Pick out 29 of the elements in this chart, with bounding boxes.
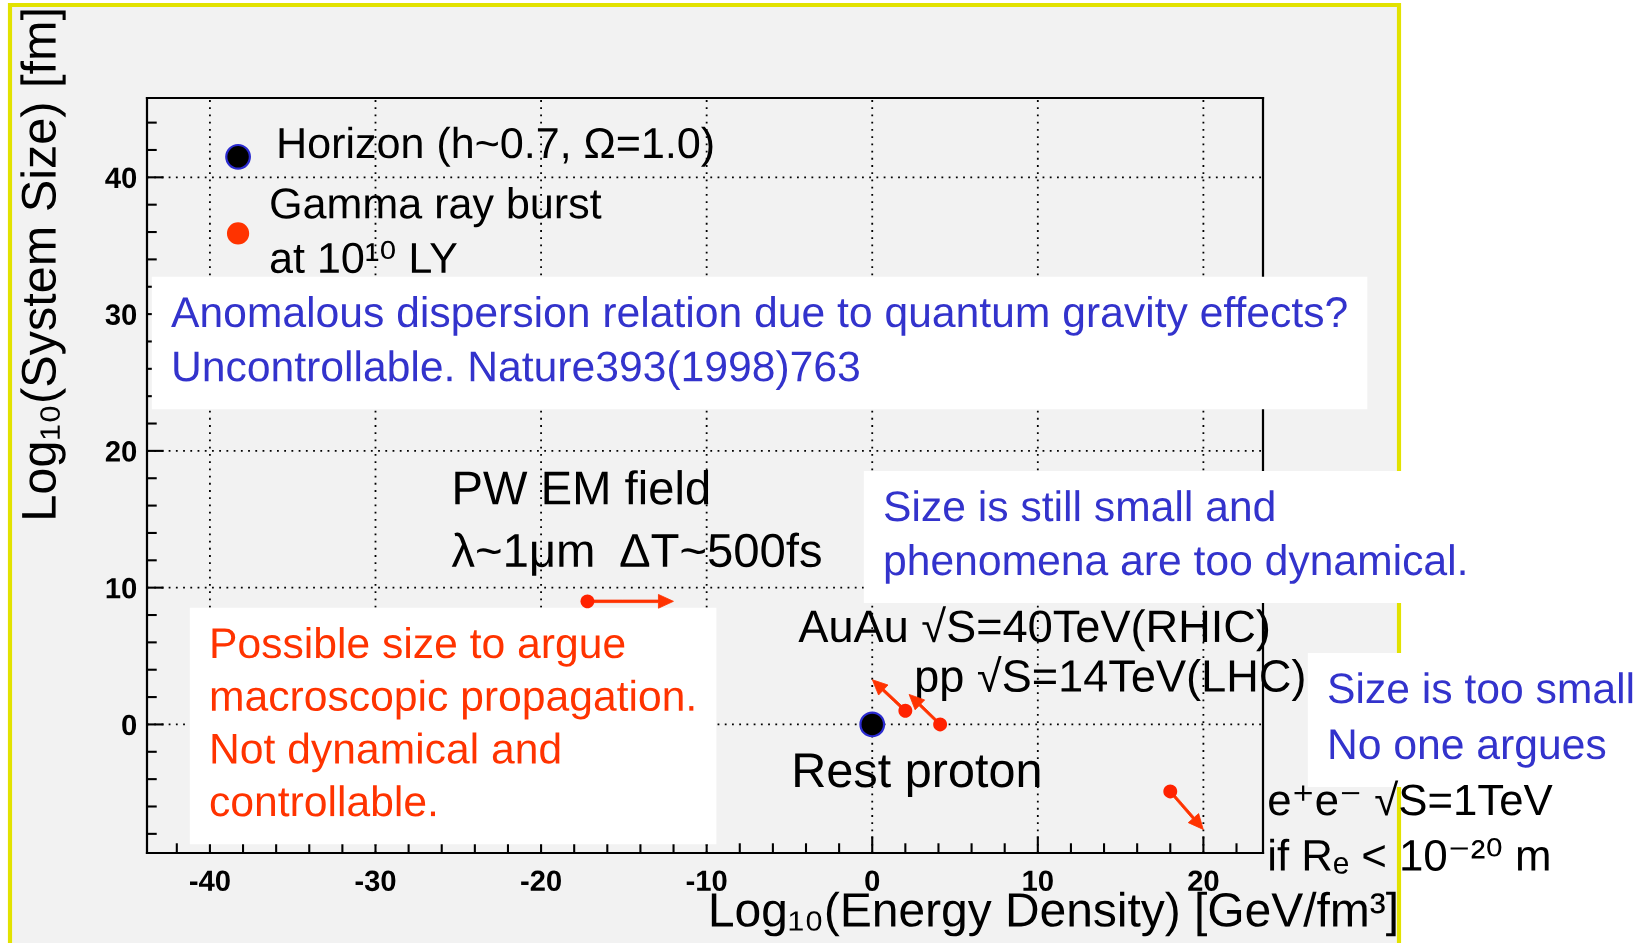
y-tick-label: 10: [106, 577, 137, 599]
x-tick-label: 0: [865, 870, 880, 892]
point: [1163, 784, 1178, 799]
annotation: Possible size to argue macroscopic propagation. Not dynamical and controllable.: [210, 627, 694, 817]
annotation: PW EM field λ~1μm ΔT~500fs: [451, 470, 821, 576]
point: [580, 594, 595, 609]
annotation: Gamma ray burst at 10¹⁰ LY: [270, 187, 602, 274]
y-tick-label: 20: [105, 441, 137, 462]
x-tick-label: -10: [686, 870, 727, 892]
annotation: Size is still small and phenomena are too dynamical.: [884, 490, 1465, 584]
text: Size is too small No one argues: [1328, 672, 1633, 768]
x-tick-label: -40: [189, 870, 230, 892]
annotation: Rest proton: [795, 753, 1040, 798]
point: [226, 222, 250, 245]
annotation: Anomalous dispersion relation due to quantum gravity effects? Uncontrollable. Nature393(1998)763: [171, 295, 1347, 390]
x-tick-label: -30: [355, 870, 396, 892]
y-axis-title: Log₁₀(System Size) [fm]: [20, 10, 66, 518]
point: [933, 717, 948, 732]
point: [225, 143, 251, 170]
x-tick-label: -20: [521, 870, 561, 892]
annotation: Horizon (h~0.7, Ω=1.0): [279, 126, 713, 167]
point: [859, 711, 886, 738]
x-tick-label: 10: [1023, 870, 1053, 892]
y-tick-label: 30: [105, 304, 137, 325]
point: [898, 703, 913, 718]
y-tick-label: 0: [122, 714, 137, 736]
x-tick-label: 20: [1188, 870, 1219, 892]
x-axis-title: Log₁₀(Energy Density) [GeV/fm³]: [711, 891, 1396, 937]
y-tick-label: 40: [105, 167, 137, 189]
